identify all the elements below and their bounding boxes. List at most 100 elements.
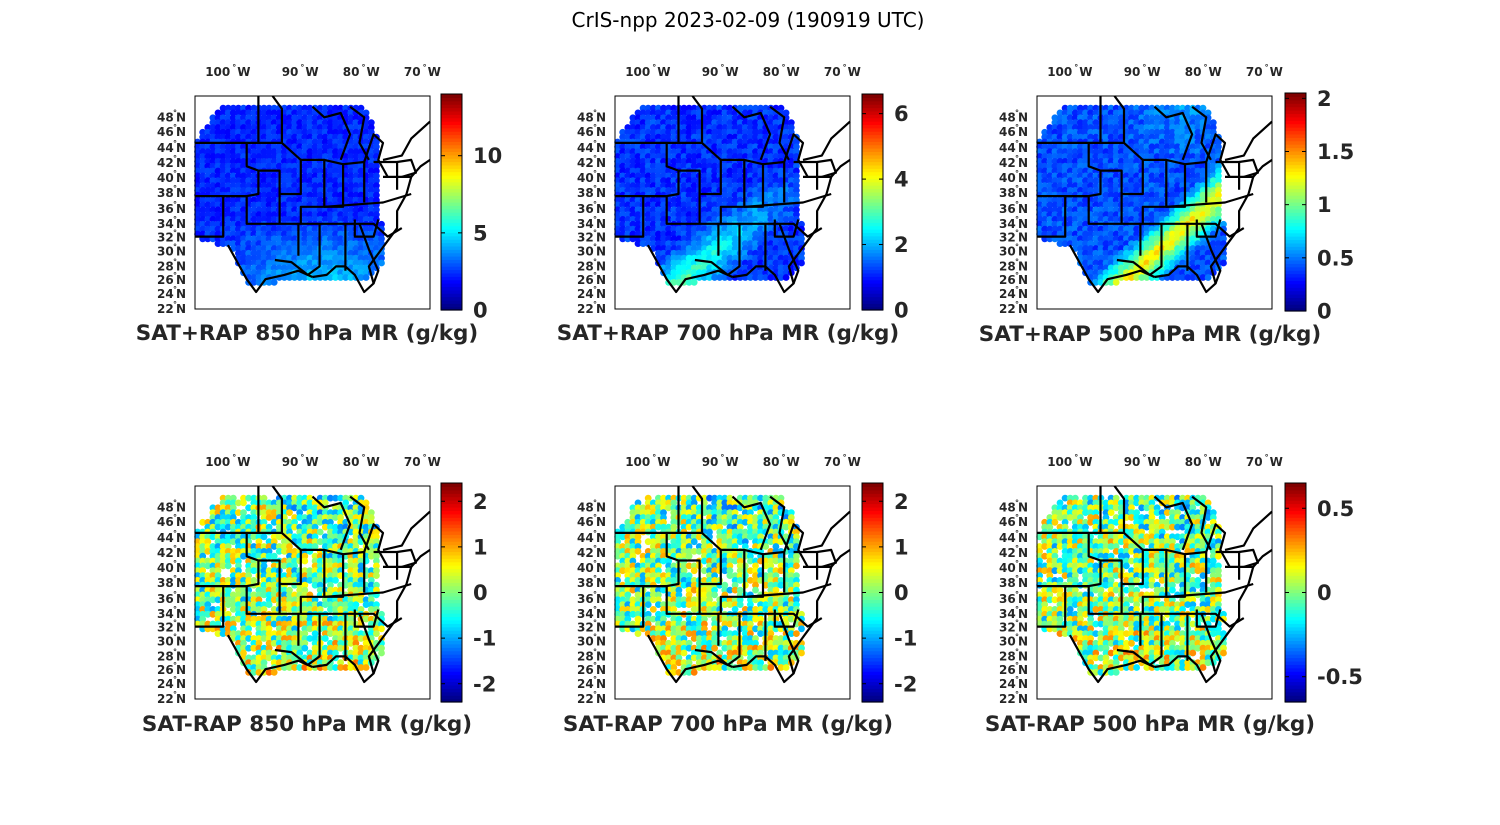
swath-point bbox=[250, 206, 258, 214]
swath-point bbox=[281, 206, 288, 214]
swath-point bbox=[199, 162, 207, 170]
swath-point bbox=[311, 177, 319, 185]
swath-point bbox=[260, 153, 268, 160]
y-tick-label: 26 bbox=[577, 273, 594, 287]
swath-point bbox=[240, 499, 247, 507]
swath-point bbox=[255, 201, 263, 209]
swath-point bbox=[301, 259, 309, 267]
swath-point bbox=[235, 124, 242, 131]
y-tick-hemisphere: N bbox=[176, 231, 186, 245]
swath-point bbox=[240, 148, 247, 156]
colorbar-segment bbox=[1285, 212, 1306, 217]
colorbar-tick-label: 6 bbox=[894, 102, 909, 126]
swath-point bbox=[214, 114, 222, 122]
swath-point bbox=[311, 167, 319, 175]
swath-point bbox=[291, 167, 298, 175]
swath-point bbox=[281, 153, 288, 160]
swath-point bbox=[301, 177, 309, 185]
swath-point bbox=[250, 172, 258, 180]
swath-point bbox=[281, 235, 288, 243]
swath-point bbox=[265, 182, 273, 190]
swath-point bbox=[286, 254, 293, 262]
swath-point bbox=[270, 114, 278, 122]
state-border bbox=[802, 120, 851, 161]
colorbar-segment bbox=[1285, 229, 1306, 234]
swath-point bbox=[235, 216, 242, 223]
swath-point bbox=[199, 201, 207, 209]
swath-point bbox=[260, 104, 268, 112]
swath-point bbox=[275, 245, 283, 252]
x-tick-hemisphere: W bbox=[725, 65, 738, 79]
colorbar-segment bbox=[1285, 113, 1306, 118]
swath-point bbox=[286, 182, 293, 190]
colorbar-tick-label: 4 bbox=[894, 168, 909, 192]
degree-symbol: ° bbox=[300, 63, 304, 72]
swath-point bbox=[306, 225, 314, 233]
swath-point bbox=[281, 182, 288, 190]
swath-point bbox=[224, 148, 232, 156]
colorbar-segment bbox=[1285, 147, 1306, 152]
swath-point bbox=[240, 177, 247, 185]
swath-point bbox=[229, 143, 237, 151]
swath-point bbox=[306, 109, 314, 117]
colorbar-segment bbox=[1285, 184, 1306, 189]
swath-point bbox=[265, 601, 273, 608]
swath-point bbox=[281, 143, 288, 151]
swath-point bbox=[286, 274, 293, 281]
swath-point bbox=[219, 240, 227, 248]
swath-point bbox=[265, 249, 273, 257]
map-panel: 22 ° N24 ° N26 ° N28 ° N30 ° N32 ° N34 ° N36 ° N38 ° N40 ° N… bbox=[557, 63, 909, 346]
swath-point bbox=[199, 128, 207, 136]
swath-point bbox=[270, 225, 278, 233]
swath-point bbox=[286, 162, 293, 170]
x-tick-hemisphere: W bbox=[1209, 65, 1222, 79]
swath-point bbox=[311, 128, 319, 136]
swath-point bbox=[296, 259, 304, 267]
x-tick-hemisphere: W bbox=[657, 65, 670, 79]
swath-point bbox=[194, 216, 202, 223]
swath-point bbox=[265, 201, 273, 209]
y-tick-label: 28 bbox=[999, 259, 1016, 273]
swath-point bbox=[214, 128, 222, 136]
swath-point bbox=[260, 187, 268, 194]
swath-point bbox=[219, 124, 227, 131]
swath-point bbox=[224, 133, 232, 141]
swath-point bbox=[311, 148, 319, 156]
swath-point bbox=[214, 167, 222, 175]
swath-point bbox=[311, 191, 319, 199]
swath-point bbox=[229, 124, 237, 131]
y-tick-hemisphere: N bbox=[176, 217, 186, 231]
y-tick-label: 34 bbox=[999, 217, 1016, 231]
swath-point bbox=[240, 162, 247, 170]
swath-point bbox=[250, 254, 258, 262]
swath-point bbox=[301, 264, 309, 272]
swath-point bbox=[291, 143, 298, 151]
swath-point bbox=[240, 114, 247, 122]
y-tick-hemisphere: N bbox=[176, 186, 186, 200]
swath-point bbox=[306, 206, 314, 214]
swath-point bbox=[321, 635, 329, 642]
swath-point bbox=[235, 162, 242, 170]
swath-point bbox=[219, 187, 227, 194]
swath-point bbox=[245, 254, 253, 262]
swath-point bbox=[311, 235, 319, 243]
swath-point bbox=[224, 187, 232, 194]
swath-point bbox=[219, 153, 227, 160]
swath-point bbox=[214, 133, 222, 141]
y-tick-label: 48 bbox=[999, 110, 1016, 124]
swath-point bbox=[235, 225, 242, 233]
swath-point bbox=[281, 172, 288, 180]
swath-point bbox=[281, 158, 288, 165]
state-border bbox=[1224, 120, 1273, 161]
swath-point bbox=[782, 274, 790, 281]
degree-symbol: ° bbox=[423, 63, 427, 72]
x-tick-hemisphere: W bbox=[305, 65, 318, 79]
swath-point bbox=[301, 557, 309, 565]
swath-point bbox=[265, 279, 273, 286]
swath-point bbox=[219, 182, 227, 190]
swath-point bbox=[204, 167, 212, 175]
swath-point bbox=[301, 172, 309, 180]
map-panel: 22 ° N24 ° N26 ° N28 ° N30 ° N32 ° N34 ° N36 ° N38 ° N40 ° N… bbox=[142, 453, 496, 737]
swath-point bbox=[250, 158, 258, 165]
